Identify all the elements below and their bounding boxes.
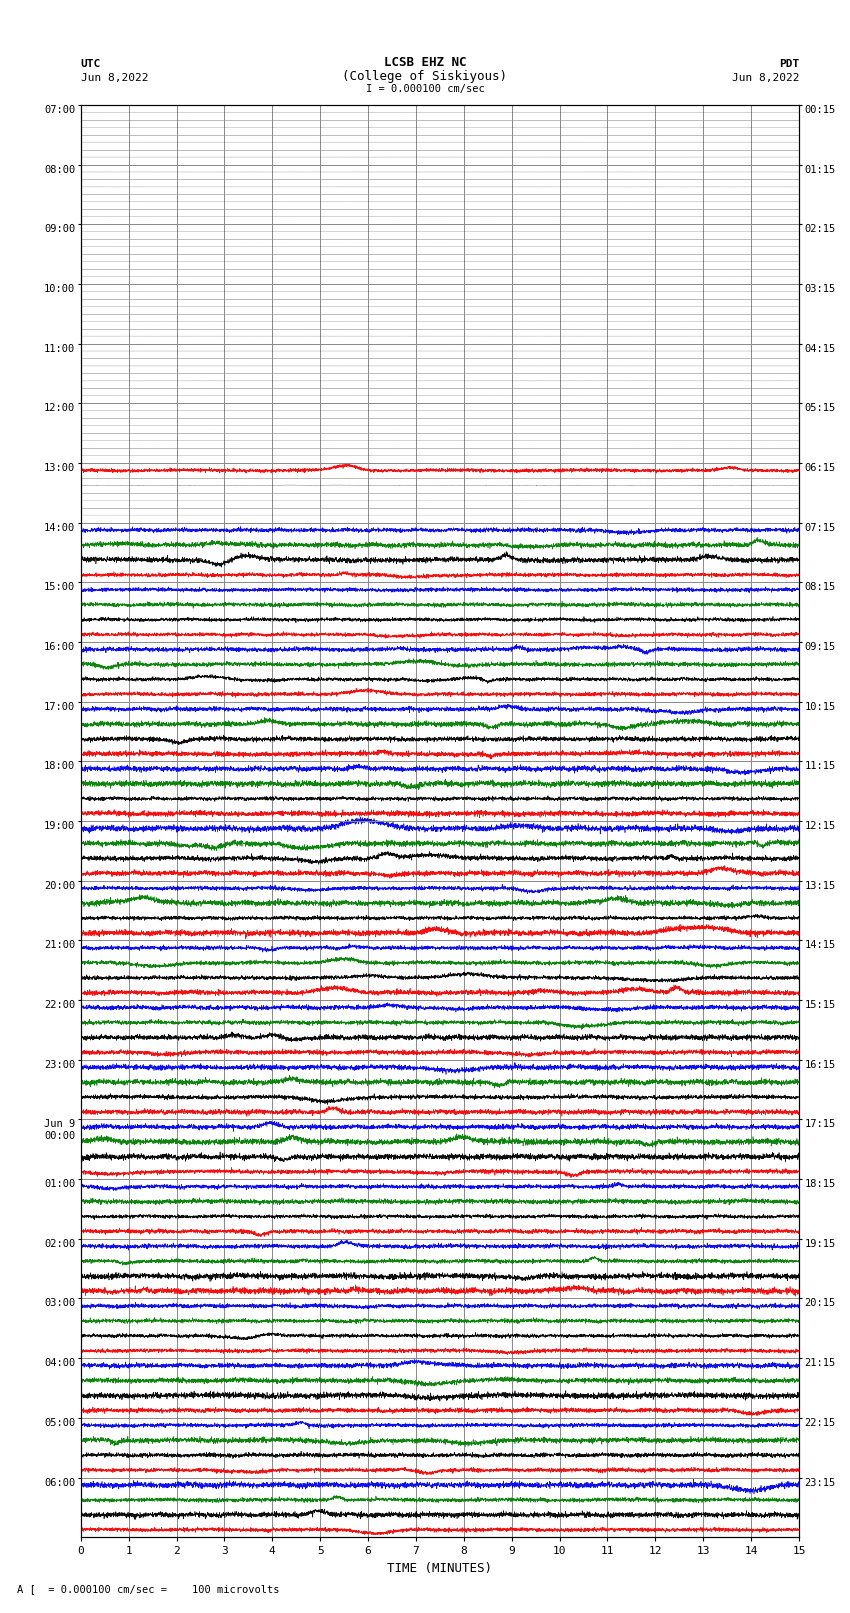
Text: (College of Siskiyous): (College of Siskiyous) — [343, 69, 507, 84]
Text: Jun 8,2022: Jun 8,2022 — [81, 73, 148, 84]
Text: PDT: PDT — [779, 58, 799, 69]
X-axis label: TIME (MINUTES): TIME (MINUTES) — [388, 1561, 492, 1574]
Text: I = 0.000100 cm/sec: I = 0.000100 cm/sec — [366, 84, 484, 94]
Text: A [  = 0.000100 cm/sec =    100 microvolts: A [ = 0.000100 cm/sec = 100 microvolts — [17, 1584, 280, 1594]
Text: LCSB EHZ NC: LCSB EHZ NC — [383, 55, 467, 69]
Text: Jun 8,2022: Jun 8,2022 — [732, 73, 799, 84]
Text: UTC: UTC — [81, 58, 101, 69]
